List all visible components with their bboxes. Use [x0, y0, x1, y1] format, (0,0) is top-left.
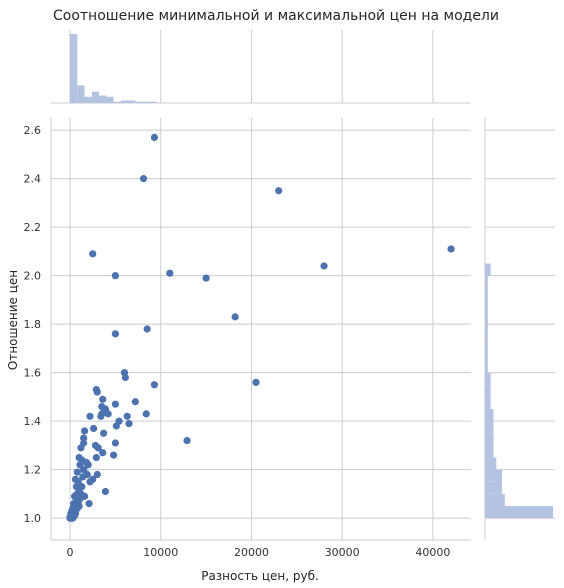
data-point	[111, 439, 120, 447]
data-point	[80, 427, 89, 435]
data-point	[99, 449, 107, 457]
data-point	[111, 272, 120, 280]
y-hist-bar	[485, 336, 488, 373]
y-hist-bar	[485, 275, 488, 288]
data-point	[92, 453, 100, 462]
x-hist-bar	[84, 96, 92, 103]
y-hist-bar	[485, 457, 497, 470]
y-hist-bar	[485, 263, 491, 276]
data-point	[111, 400, 120, 408]
data-point	[99, 395, 107, 403]
x-tick-label: 20000	[234, 546, 269, 559]
x-hist-bar	[106, 96, 114, 103]
x-hist-bar	[142, 101, 150, 103]
data-point	[121, 373, 129, 382]
x-tick-label: 0	[67, 546, 74, 559]
data-point	[90, 424, 98, 433]
y-hist-bar	[485, 481, 502, 494]
data-point	[66, 513, 74, 521]
y-tick-label: 1.0	[24, 512, 42, 525]
x-tick-label: 40000	[415, 546, 450, 559]
data-point	[104, 410, 112, 418]
chart-title: Соотношение минимальной и максимальной ц…	[53, 8, 499, 24]
data-point	[275, 187, 283, 195]
data-point	[77, 444, 85, 452]
y-hist-bar	[485, 421, 494, 434]
data-point	[93, 388, 101, 396]
y-tick-label: 2.4	[24, 173, 42, 186]
data-point	[131, 398, 139, 406]
x-hist-bar	[135, 101, 143, 103]
data-point	[143, 325, 151, 333]
y-hist-bar	[485, 384, 491, 397]
data-point	[320, 262, 328, 270]
y-marginal-histogram	[484, 118, 555, 540]
y-tick-label: 2.2	[24, 221, 42, 234]
x-hist-bar	[149, 101, 158, 103]
data-point	[73, 468, 81, 476]
data-point	[86, 478, 94, 486]
data-point	[101, 487, 110, 496]
data-point	[100, 429, 108, 437]
data-point	[142, 410, 150, 418]
x-hist-bar	[120, 100, 129, 103]
data-point	[183, 436, 191, 445]
x-tick-label: 30000	[325, 546, 360, 559]
y-hist-bar	[485, 433, 494, 446]
y-hist-bar	[485, 506, 553, 519]
data-point	[89, 250, 97, 258]
data-point	[111, 330, 120, 338]
data-point	[109, 451, 118, 459]
y-tick-label: 1.6	[24, 367, 42, 380]
x-marginal-histogram	[51, 30, 471, 104]
y-hist-bar	[485, 287, 488, 325]
data-point	[150, 381, 159, 389]
data-point	[94, 444, 102, 452]
y-tick-label: 2.0	[24, 270, 42, 283]
y-hist-bar	[485, 409, 494, 422]
data-point	[252, 378, 260, 386]
y-hist-bar	[485, 372, 491, 385]
data-point	[139, 175, 148, 183]
data-point	[93, 470, 101, 479]
data-point	[112, 422, 120, 430]
data-point	[125, 419, 133, 428]
data-point	[202, 274, 210, 282]
x-hist-bar	[77, 85, 85, 103]
axes: 0 10000 20000 30000 40000 1.0 1.2 1.4 1.6 1.8 2.0 2…	[24, 118, 471, 559]
y-hist-bar	[485, 324, 488, 337]
data-point	[447, 245, 455, 253]
data-point	[85, 500, 93, 508]
data-point	[79, 473, 87, 481]
x-hist-bar	[99, 95, 107, 103]
data-points	[66, 133, 455, 522]
y-hist-bar	[485, 445, 494, 458]
data-point	[97, 412, 105, 420]
y-tick-label: 1.4	[24, 415, 42, 428]
data-point	[150, 133, 159, 142]
data-point	[166, 269, 174, 277]
y-hist-bar	[485, 396, 491, 410]
x-tick-label: 10000	[143, 546, 178, 559]
data-point	[231, 313, 239, 321]
x-hist-bar	[113, 101, 121, 103]
y-tick-label: 1.8	[24, 318, 42, 331]
grid	[51, 118, 471, 540]
y-tick-label: 2.6	[24, 124, 42, 137]
x-hist-bar	[70, 34, 78, 103]
y-hist-bar	[485, 469, 502, 482]
y-hist-bar	[485, 493, 505, 507]
x-axis-label: Разность цен, руб.	[201, 569, 319, 583]
data-point	[86, 412, 94, 420]
data-point	[123, 412, 131, 420]
x-hist-bar	[128, 100, 136, 103]
data-point	[84, 461, 92, 469]
y-tick-label: 1.2	[24, 464, 42, 477]
y-axis-label: Отношение цен	[6, 270, 20, 370]
x-hist-bar	[91, 91, 100, 103]
